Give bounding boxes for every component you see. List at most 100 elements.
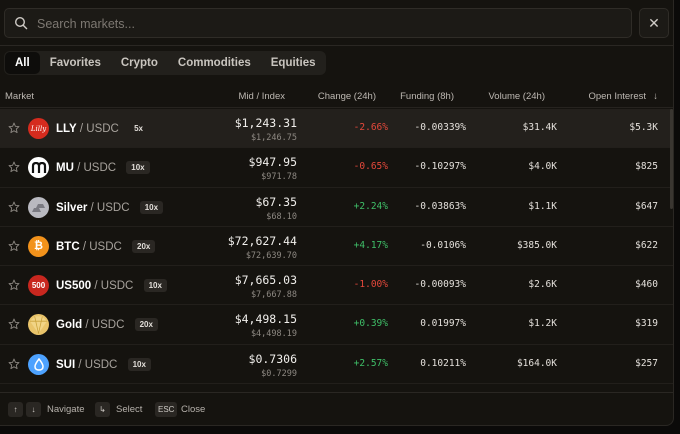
us500-icon: 500	[28, 275, 49, 297]
column-mid-index[interactable]: Mid / Index	[238, 91, 285, 102]
column-open-interest[interactable]: Open Interest	[588, 91, 646, 102]
mid-price: $947.95	[248, 155, 297, 170]
favorite-star-icon[interactable]	[8, 161, 20, 173]
market-symbol: BTC	[56, 240, 80, 253]
market-pair: BTC / USDC 20x	[56, 239, 156, 253]
close-hint: Close	[181, 404, 206, 415]
navigate-hint: Navigate	[47, 404, 85, 415]
market-selector-panel: ✕ All Favorites Crypto Commodities Equit…	[0, 0, 674, 426]
search-box[interactable]	[4, 8, 632, 38]
market-pair: US500 / USDC 10x	[56, 279, 167, 293]
mid-price: $0.7306	[248, 351, 297, 366]
table-row[interactable]: Silver / USDC 10x $67.35 $68.10 +2.24% -…	[0, 188, 673, 227]
open-interest: $319	[635, 318, 658, 330]
mid-index-cell: $0.7306 $0.7299	[249, 352, 297, 379]
volume-24h: $1.2K	[528, 318, 557, 330]
market-quote: / USDC	[85, 319, 125, 332]
table-row[interactable]: ₿ BTC / USDC 20x $72,627.44 $72,639.70 +…	[0, 227, 673, 267]
arrow-up-key-icon: ↑	[8, 402, 23, 417]
market-quote: / USDC	[94, 280, 134, 293]
leverage-badge: 5x	[134, 124, 143, 133]
market-symbol: Silver	[56, 201, 88, 214]
volume-24h: $31.4K	[522, 122, 557, 133]
close-button[interactable]: ✕	[639, 8, 669, 38]
mid-price: $72,627.44	[227, 233, 297, 248]
funding-8h: 0.10211%	[420, 357, 466, 369]
open-interest: $647	[635, 200, 658, 212]
search-input[interactable]	[37, 15, 617, 33]
funding-8h: 0.01997%	[420, 318, 466, 330]
index-price: $4,498.19	[250, 329, 297, 340]
tab-favorites[interactable]: Favorites	[49, 57, 101, 69]
favorite-star-icon[interactable]	[8, 201, 20, 213]
close-icon: ✕	[648, 14, 660, 31]
column-market[interactable]: Market	[5, 91, 35, 102]
market-pair: SUI / USDC 10x	[56, 357, 151, 371]
arrow-down-key-icon: ↓	[26, 402, 41, 417]
select-hint: Select	[116, 404, 143, 415]
sort-descending-icon[interactable]: ↓	[653, 91, 658, 102]
market-symbol: US500	[56, 280, 92, 293]
volume-24h: $2.6K	[528, 279, 557, 291]
market-pair: Gold / USDC 20x	[56, 318, 158, 332]
category-tabs: All Favorites Crypto Commodities Equitie…	[4, 51, 327, 75]
column-change[interactable]: Change (24h)	[317, 91, 376, 102]
leverage-badge: 10x	[126, 161, 150, 175]
tab-equities[interactable]: Equities	[270, 57, 316, 69]
open-interest: $460	[635, 279, 658, 291]
market-pair: LLY / USDC 5x	[56, 122, 148, 135]
enter-key-icon: ↳	[95, 402, 110, 417]
table-row[interactable]: Lilly LLY / USDC 5x $1,243.31 $1,246.75 …	[0, 109, 673, 149]
micron-logo-icon	[28, 157, 49, 179]
mid-index-cell: $1,243.31 $1,246.75	[235, 116, 297, 143]
index-price: $971.78	[261, 172, 297, 183]
open-interest: $622	[635, 239, 658, 251]
leverage-badge: 10x	[127, 357, 151, 371]
change-24h: +0.39%	[353, 318, 388, 330]
market-symbol: Gold	[56, 319, 83, 332]
change-24h: -2.66%	[353, 122, 388, 133]
tab-commodities[interactable]: Commodities	[177, 57, 251, 69]
mid-index-cell: $4,498.15 $4,498.19	[235, 312, 297, 339]
market-symbol: MU	[56, 162, 74, 175]
table-row[interactable]: MU / USDC 10x $947.95 $971.78 -0.65% -0.…	[0, 148, 673, 188]
mid-index-cell: $947.95 $971.78	[249, 155, 297, 182]
favorite-star-icon[interactable]	[8, 279, 20, 291]
tab-all[interactable]: All	[5, 52, 40, 74]
funding-8h: -0.10297%	[414, 161, 466, 173]
funding-8h: -0.00339%	[414, 122, 466, 133]
index-price: $1,246.75	[250, 133, 297, 143]
index-price: $68.10	[266, 211, 297, 222]
scrollbar[interactable]	[670, 109, 673, 209]
table-row[interactable]: Gold / USDC 20x $4,498.15 $4,498.19 +0.3…	[0, 305, 673, 345]
table-row[interactable]: SUI / USDC 10x $0.7306 $0.7299 +2.57% 0.…	[0, 345, 673, 385]
column-volume[interactable]: Volume (24h)	[488, 91, 545, 102]
market-symbol: LLY	[56, 123, 77, 135]
leverage-badge: 10x	[143, 279, 167, 293]
esc-key-icon: ESC	[155, 402, 178, 417]
search-bar: ✕	[0, 0, 673, 46]
favorite-star-icon[interactable]	[8, 122, 20, 134]
change-24h: +2.24%	[353, 200, 388, 212]
mid-index-cell: $67.35 $68.10	[255, 195, 297, 222]
volume-24h: $1.1K	[528, 200, 557, 212]
tab-crypto[interactable]: Crypto	[120, 57, 158, 69]
favorite-star-icon[interactable]	[8, 318, 20, 330]
table-row[interactable]: 500 US500 / USDC 10x $7,665.03 $7,667.88…	[0, 266, 673, 306]
volume-24h: $4.0K	[528, 161, 557, 173]
mid-price: $67.35	[255, 194, 297, 209]
mid-price: $7,665.03	[234, 273, 297, 288]
favorite-star-icon[interactable]	[8, 240, 20, 252]
table-header: Market Mid / Index Change (24h) Funding …	[0, 84, 673, 108]
change-24h: +2.57%	[353, 357, 388, 369]
market-quote: / USDC	[77, 162, 117, 175]
markets-table: Lilly LLY / USDC 5x $1,243.31 $1,246.75 …	[0, 109, 673, 385]
funding-8h: -0.03863%	[414, 200, 466, 212]
volume-24h: $164.0K	[516, 357, 557, 369]
funding-8h: -0.0106%	[420, 239, 466, 251]
lilly-logo-icon: Lilly	[28, 118, 49, 139]
column-funding[interactable]: Funding (8h)	[400, 91, 454, 102]
favorite-star-icon[interactable]	[8, 358, 20, 370]
change-24h: -0.65%	[353, 161, 388, 173]
mid-index-cell: $7,665.03 $7,667.88	[235, 273, 297, 300]
